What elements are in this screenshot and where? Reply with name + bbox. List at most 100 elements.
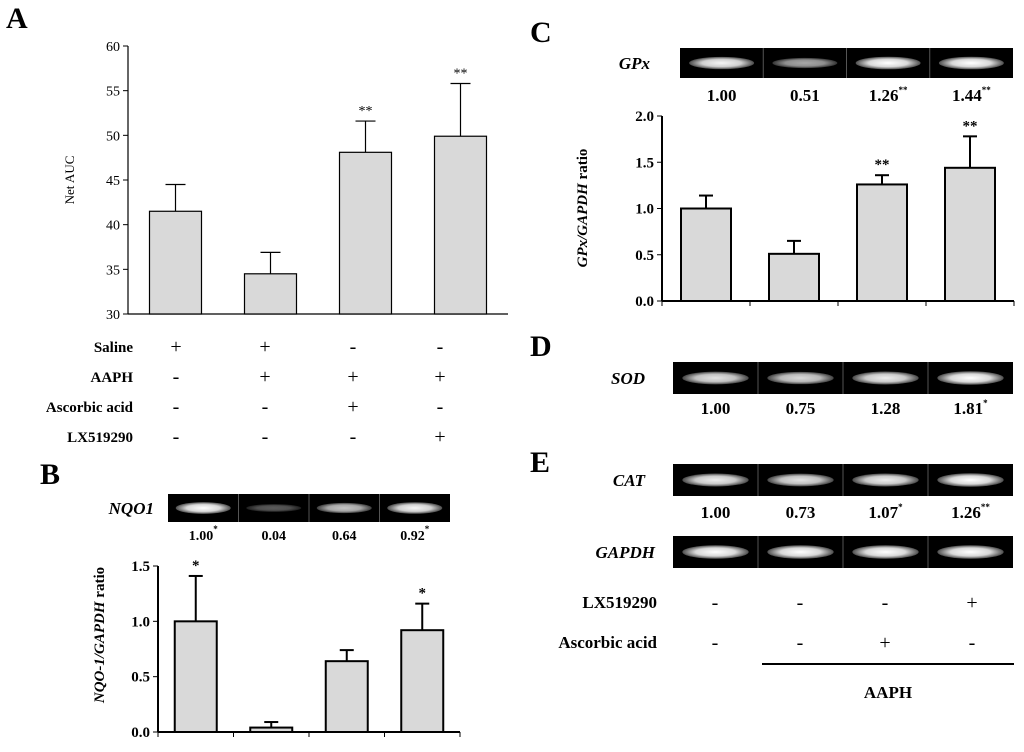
condition-sign: + [347, 396, 358, 418]
condition-sign: - [173, 426, 180, 448]
significance-star: * [192, 558, 200, 574]
condition-sign: - [969, 632, 976, 654]
band-ratio-label: 1.00 [701, 503, 731, 522]
gel-gene-label: GPx [619, 54, 651, 73]
condition-row-label: LX519290 [582, 593, 657, 612]
band-ratio-label: 1.26** [951, 502, 990, 522]
condition-sign: + [434, 366, 445, 388]
bar [324, 660, 369, 734]
band-ratio-label: 1.26** [869, 85, 908, 105]
y-tick-label: 45 [106, 174, 120, 189]
condition-sign: + [259, 366, 270, 388]
band-ratio-label: 0.73 [786, 503, 816, 522]
condition-row-label: Ascorbic acid [558, 633, 657, 652]
y-tick-label: 0.5 [131, 670, 150, 686]
condition-sign: - [882, 592, 889, 614]
chart-b-y-axis-label: NQO-1/GAPDH ratio [92, 567, 108, 704]
gel-band [682, 545, 749, 559]
condition-sign: - [712, 632, 719, 654]
condition-sign: + [966, 592, 977, 614]
chart-c-y-axis-label: GPx/GAPDH ratio [575, 149, 591, 268]
condition-sign: + [259, 336, 270, 358]
condition-sign: - [173, 366, 180, 388]
condition-row-label: Saline [94, 340, 134, 356]
panel-letter-b: B [40, 458, 60, 491]
gel-gapdh: GAPDH [596, 536, 1013, 568]
y-tick-label: 35 [106, 263, 120, 278]
chart-b: 0.0 0.5 1.0 1.5 * * [131, 558, 461, 741]
significance-star: ** [963, 118, 978, 134]
significance-star: ** [454, 67, 468, 82]
condition-sign: - [262, 396, 269, 418]
y-tick-label: 60 [106, 40, 120, 55]
y-tick-label: 1.5 [131, 559, 150, 575]
condition-row-label: AAPH [91, 370, 134, 386]
chart-a-treatment-table: Saline + + - - AAPH - + + + Ascorbic acid - - + - LX519… [46, 336, 446, 448]
y-tick-label: 50 [106, 129, 120, 144]
condition-sign: - [712, 592, 719, 614]
y-tick-label: 2.0 [635, 109, 654, 125]
chart-a-y-axis-label: Net AUC [62, 156, 77, 205]
bar [338, 151, 393, 315]
condition-sign: + [170, 336, 181, 358]
gel-band [682, 371, 749, 385]
condition-sign: - [797, 632, 804, 654]
bar [148, 210, 203, 315]
y-tick-label: 40 [106, 219, 120, 234]
y-tick-label: 0.0 [635, 294, 654, 310]
y-tick-label: 1.5 [635, 155, 654, 171]
gel-gene-label: NQO1 [108, 499, 154, 518]
panel-letter-d: D [530, 330, 552, 363]
significance-star: ** [875, 157, 890, 173]
panel-e-condition-table: LX519290 - - - + Ascorbic acid - - + - [558, 592, 977, 654]
gel-band [937, 473, 1004, 487]
band-ratio-label: 1.07* [868, 502, 903, 522]
bar [249, 726, 294, 733]
condition-sign: + [879, 632, 890, 654]
gel-band [852, 473, 919, 487]
y-tick-label: 30 [106, 308, 120, 323]
band-ratio-label: 0.75 [786, 399, 816, 418]
y-tick-label: 1.0 [635, 202, 654, 218]
bar [856, 183, 908, 302]
condition-sign: - [173, 396, 180, 418]
chart-a: 30 35 40 45 50 55 60 ** ** [106, 40, 508, 323]
band-ratio-label: 0.04 [262, 529, 287, 544]
gel-band [772, 57, 838, 69]
band-ratio-label: 1.81* [953, 398, 988, 418]
gel-band [852, 371, 919, 385]
gel-band [937, 371, 1004, 385]
chart-c: 0.0 0.5 1.0 1.5 2.0 ** ** [635, 109, 1015, 310]
gel-band [316, 502, 372, 514]
condition-sign: + [347, 366, 358, 388]
band-ratio-label: 1.00 [701, 399, 731, 418]
gel-cat: CAT 1.00 0.73 1.07* 1.26** [613, 464, 1013, 522]
bar [173, 620, 218, 733]
gel-gene-label: CAT [613, 471, 646, 490]
gel-band [852, 545, 919, 559]
band-ratio-label: 1.00 [707, 86, 737, 105]
bar [400, 629, 445, 733]
gel-band [387, 502, 443, 514]
condition-sign: + [434, 426, 445, 448]
gel-gene-label: SOD [611, 369, 645, 388]
band-ratio-label: 1.00* [189, 524, 219, 544]
gel-band [689, 56, 755, 70]
condition-sign: - [350, 336, 357, 358]
condition-sign: - [262, 426, 269, 448]
gel-band [246, 504, 302, 512]
condition-sign: - [350, 426, 357, 448]
condition-row-label: Ascorbic acid [46, 400, 134, 416]
gel-band [855, 56, 921, 70]
band-ratio-label: 0.64 [332, 529, 357, 544]
condition-sign: - [437, 336, 444, 358]
band-ratio-label: 0.51 [790, 86, 820, 105]
aaph-bracket-label: AAPH [864, 683, 912, 702]
y-tick-label: 0.0 [131, 725, 150, 741]
y-tick-label: 1.0 [131, 614, 150, 630]
gel-sod: SOD 1.00 0.75 1.28 1.81* [611, 362, 1013, 418]
gel-gpx: GPx 1.00 0.51 1.26** 1.44** [619, 48, 1013, 105]
band-ratio-label: 1.44** [952, 85, 991, 105]
bar [680, 207, 732, 302]
